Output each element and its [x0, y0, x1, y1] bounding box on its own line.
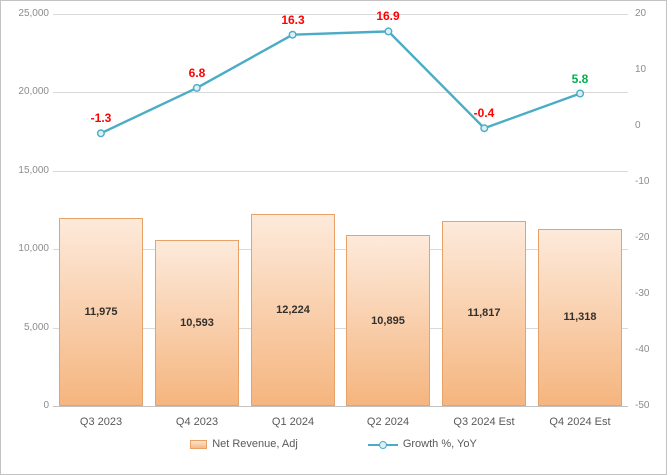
horizontal-gridline: [53, 249, 628, 250]
legend-label-net-revenue: Net Revenue, Adj: [212, 438, 298, 450]
left-axis-tick-label: 10,000: [18, 243, 49, 254]
left-axis-tick-label: 5,000: [23, 322, 49, 333]
legend-label-growth: Growth %, YoY: [402, 438, 477, 450]
bar-net-revenue: [59, 218, 143, 406]
bar-value-label: 11,817: [467, 307, 501, 319]
right-axis-tick-label: 20: [635, 8, 647, 19]
bar-net-revenue: [251, 214, 335, 406]
bar-series-swatch-icon: [190, 439, 208, 449]
chart-legend: Net Revenue, Adj Growth %, YoY: [1, 438, 666, 450]
right-axis-tick-label: -40: [635, 344, 650, 355]
category-axis-label: Q1 2024: [271, 416, 315, 428]
bar-net-revenue: [346, 235, 430, 406]
growth-data-label: 5.8: [571, 72, 589, 86]
line-data-point-marker: [96, 129, 105, 138]
horizontal-gridline: [53, 14, 628, 15]
horizontal-gridline: [53, 328, 628, 329]
growth-data-label: 6.8: [188, 66, 206, 80]
line-data-point-marker: [192, 83, 201, 92]
right-axis-tick-label: -10: [635, 176, 650, 187]
right-axis-tick-label: -50: [635, 400, 650, 411]
category-axis-label: Q3 2024 Est: [453, 416, 515, 428]
horizontal-gridline: [53, 92, 628, 93]
legend-item-growth: Growth %, YoY: [367, 438, 477, 450]
growth-data-label: -1.3: [90, 111, 112, 125]
right-axis-tick-label: 0: [635, 120, 641, 131]
category-axis-line: [53, 406, 628, 407]
category-axis-label: Q4 2023: [175, 416, 219, 428]
bar-value-label: 11,975: [84, 306, 118, 318]
legend-item-net-revenue: Net Revenue, Adj: [190, 438, 298, 450]
line-data-point-marker: [480, 124, 489, 133]
left-axis-tick-label: 25,000: [18, 8, 49, 19]
growth-data-label: -0.4: [473, 106, 495, 120]
bar-net-revenue: [442, 221, 526, 406]
bar-value-label: 12,224: [276, 304, 310, 316]
line-series-marker-icon: [367, 440, 398, 449]
growth-data-label: 16.9: [376, 9, 400, 23]
category-axis-label: Q2 2024: [366, 416, 410, 428]
bar-value-label: 10,593: [180, 317, 214, 329]
line-data-point-marker: [288, 30, 297, 39]
bar-value-label: 11,318: [563, 311, 597, 323]
line-data-point-marker: [384, 27, 393, 36]
right-axis-tick-label: -20: [635, 232, 650, 243]
left-axis-tick-label: 0: [43, 400, 49, 411]
left-axis-tick-label: 15,000: [18, 165, 49, 176]
category-axis-label: Q3 2023: [79, 416, 123, 428]
bar-net-revenue: [538, 229, 622, 406]
growth-data-label: 16.3: [281, 13, 305, 27]
right-axis-tick-label: 10: [635, 64, 647, 75]
bar-net-revenue: [155, 240, 239, 406]
right-axis-tick-label: -30: [635, 288, 650, 299]
left-axis-tick-label: 20,000: [18, 86, 49, 97]
horizontal-gridline: [53, 171, 628, 172]
bar-value-label: 10,895: [371, 315, 405, 327]
category-axis-label: Q4 2024 Est: [549, 416, 611, 428]
